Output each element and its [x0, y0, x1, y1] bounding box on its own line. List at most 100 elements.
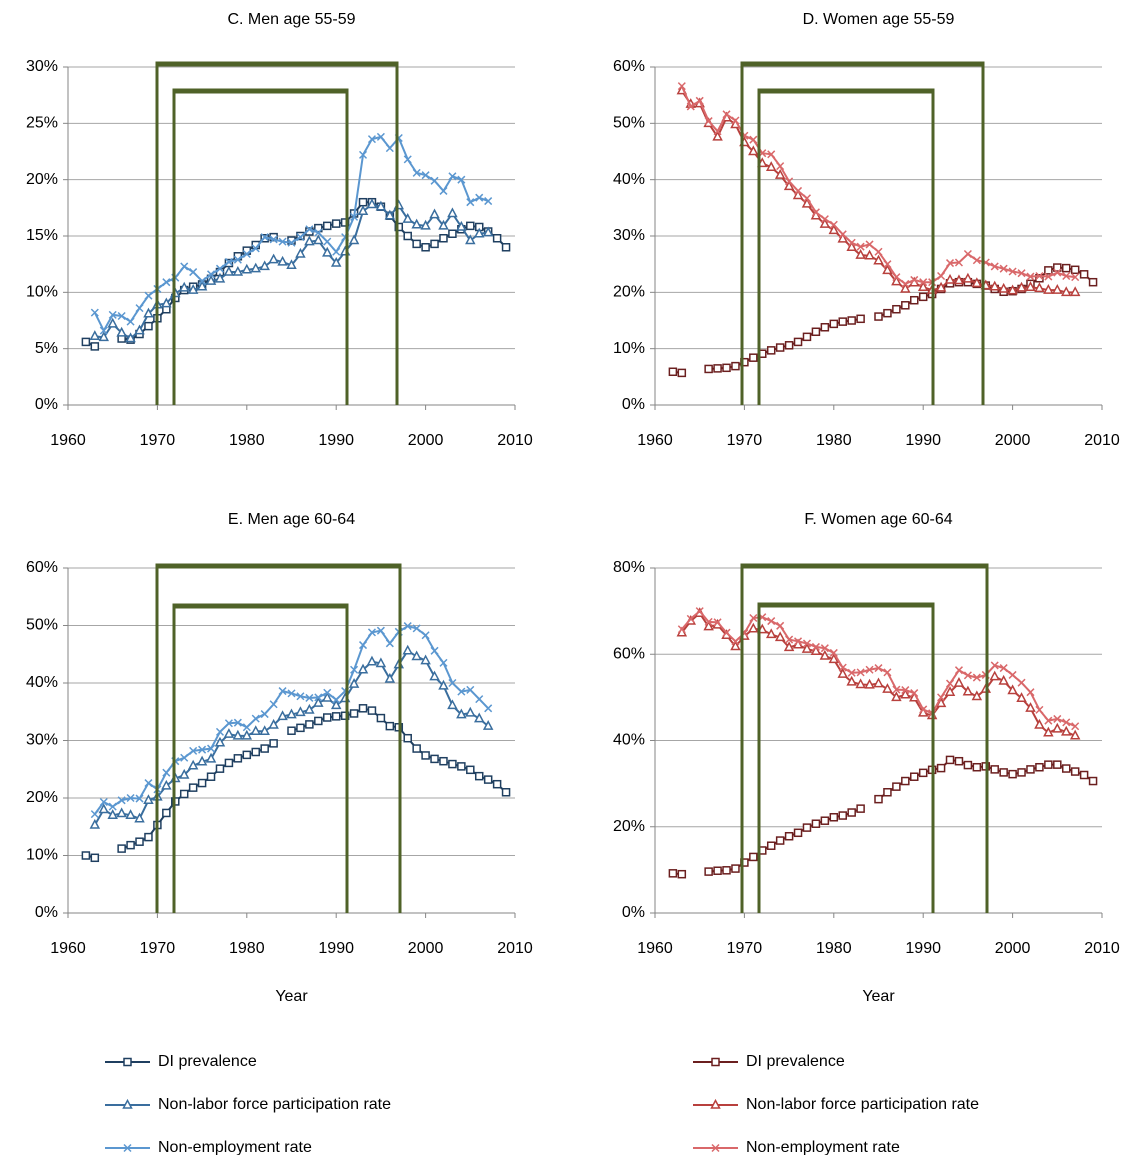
marker-square: [1017, 768, 1026, 777]
marker-x: [358, 641, 368, 650]
legend-label: Non-employment rate: [746, 1139, 900, 1155]
x-axis-label: Year: [862, 988, 895, 1005]
marker-square: [90, 342, 100, 351]
marker-triangle: [107, 809, 118, 819]
y-tick-label: 50%: [613, 115, 645, 132]
marker-square: [81, 851, 91, 860]
marker-square: [466, 221, 475, 231]
marker-x: [892, 685, 901, 694]
marker-triangle: [232, 729, 244, 740]
marker-x: [1062, 271, 1071, 281]
marker-square: [954, 756, 964, 766]
marker-x: [999, 264, 1008, 273]
marker-x: [207, 270, 216, 279]
legend-label: Non-employment rate: [158, 1139, 312, 1155]
marker-x: [198, 277, 207, 286]
y-tick-label: 50%: [26, 617, 58, 634]
marker-square: [1035, 762, 1044, 772]
x-tick-label: 1980: [229, 432, 265, 449]
marker-triangle: [1007, 284, 1018, 295]
marker-triangle: [89, 330, 101, 341]
marker-triangle: [1016, 692, 1027, 702]
marker-triangle: [748, 145, 759, 156]
marker-triangle: [1060, 286, 1072, 297]
x-tick-label: 1990: [905, 940, 941, 957]
marker-triangle: [828, 224, 840, 235]
marker-triangle: [196, 755, 208, 766]
marker-triangle: [998, 674, 1009, 685]
marker-x: [376, 132, 385, 141]
y-tick-label: 0%: [35, 396, 58, 413]
marker-square: [793, 828, 803, 838]
marker-x: [439, 658, 448, 667]
marker-square: [749, 353, 758, 362]
marker-x: [1053, 268, 1062, 277]
marker-square: [802, 823, 812, 832]
marker-x: [856, 668, 865, 677]
marker-square: [883, 308, 892, 318]
marker-triangle: [420, 654, 431, 665]
marker-square: [847, 808, 856, 817]
marker-triangle: [313, 234, 324, 245]
marker-triangle: [1069, 729, 1081, 740]
x-tick-label: 2010: [497, 432, 533, 449]
marker-x: [1008, 267, 1017, 276]
marker-triangle: [998, 282, 1009, 293]
marker-square: [224, 758, 234, 768]
marker-triangle: [765, 161, 777, 172]
x-tick-label: 2000: [995, 432, 1031, 449]
marker-square: [838, 317, 847, 326]
y-tick-label: 10%: [26, 847, 58, 864]
marker-triangle: [429, 208, 440, 219]
marker-triangle: [223, 728, 235, 738]
marker-triangle: [411, 650, 422, 661]
marker-triangle: [375, 200, 387, 211]
marker-x: [367, 628, 376, 637]
marker-triangle: [196, 280, 208, 291]
marker-square: [990, 765, 999, 774]
marker-square: [711, 1057, 720, 1067]
marker-x: [785, 635, 794, 644]
marker-square: [206, 772, 216, 781]
marker-x: [323, 688, 332, 697]
marker-triangle: [900, 688, 911, 699]
marker-x: [117, 796, 126, 805]
marker-square: [883, 788, 892, 797]
marker-square: [784, 341, 794, 350]
x-tick-label: 1960: [637, 432, 673, 449]
marker-x: [1035, 271, 1044, 281]
marker-x: [484, 704, 493, 713]
marker-triangle: [465, 234, 476, 245]
marker-square: [1079, 770, 1089, 780]
marker-triangle: [187, 283, 199, 294]
marker-square: [492, 234, 502, 243]
marker-x: [937, 693, 946, 702]
marker-x: [350, 665, 359, 674]
marker-square: [1044, 266, 1053, 275]
marker-x: [847, 668, 856, 677]
marker-square: [421, 751, 430, 760]
marker-square: [918, 768, 928, 778]
chart-title: C. Men age 55-59: [227, 11, 355, 28]
marker-triangle: [447, 699, 458, 710]
marker-triangle: [98, 803, 110, 814]
marker-triangle: [411, 218, 422, 229]
marker-square: [820, 816, 830, 825]
marker-square: [296, 723, 305, 733]
marker-square: [403, 733, 412, 743]
marker-triangle: [819, 649, 831, 660]
marker-square: [367, 706, 377, 715]
marker-triangle: [810, 645, 822, 655]
marker-x: [358, 150, 368, 159]
x-tick-label: 2000: [408, 432, 444, 449]
marker-x: [144, 779, 153, 788]
marker-x: [135, 794, 144, 803]
legend-label: Non-labor force participation rate: [746, 1096, 979, 1113]
marker-triangle: [214, 272, 226, 283]
marker-x: [829, 220, 838, 229]
marker-x: [403, 622, 412, 631]
y-tick-label: 0%: [622, 904, 645, 921]
marker-triangle: [98, 331, 110, 342]
marker-x: [820, 644, 829, 653]
